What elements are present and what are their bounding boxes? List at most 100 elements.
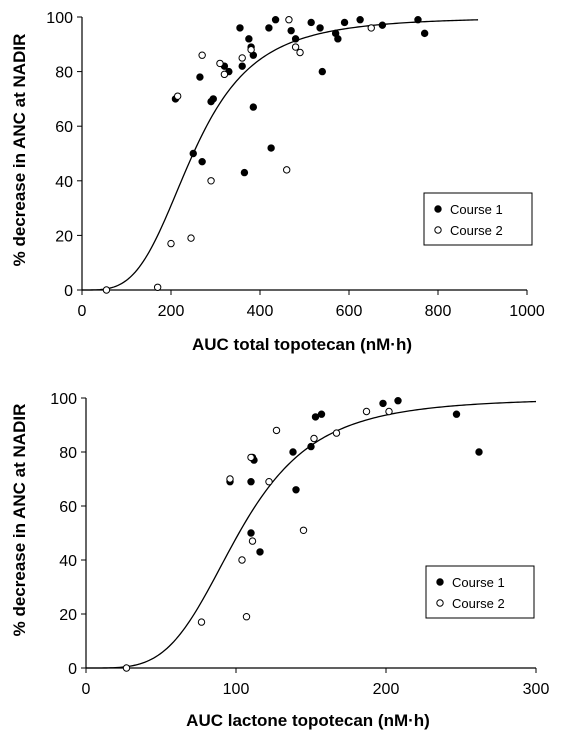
x-tick-label: 200 (373, 681, 400, 698)
data-point-course-1 (316, 24, 324, 32)
data-point-course-1 (238, 62, 246, 70)
data-point-course-2 (296, 48, 304, 57)
y-tick-label: 20 (55, 228, 73, 245)
data-point-course-1 (318, 67, 326, 76)
legend: Course 1 Course 2 (423, 192, 533, 246)
legend-label-course-2: Course 2 (450, 223, 503, 238)
data-point-course-1 (394, 397, 402, 405)
data-point-course-1 (307, 442, 315, 451)
data-point-course-2 (197, 618, 206, 626)
x-axis-label: AUC lactone topotecan (nM·h) (186, 711, 430, 730)
data-point-course-2 (207, 177, 215, 185)
data-point-course-1 (291, 35, 300, 43)
x-tick-label: 600 (336, 303, 363, 320)
data-point-course-2 (242, 613, 251, 621)
data-point-course-2 (153, 283, 162, 291)
legend-label-course-1: Course 1 (450, 202, 503, 217)
data-point-course-1 (245, 35, 253, 43)
data-point-course-1 (196, 73, 204, 81)
data-point-course-1 (379, 399, 387, 408)
data-point-course-2 (247, 46, 255, 54)
data-point-course-1 (317, 410, 326, 418)
y-tick-label: 60 (59, 499, 77, 516)
x-tick-label: 400 (247, 303, 274, 320)
fitted-curve (86, 400, 537, 669)
data-point-course-2 (167, 239, 175, 248)
plot-area: 0 20 40 60 80 100 0 100 200 300 (50, 391, 549, 698)
chart-lactone-topotecan: 0 20 40 60 80 100 0 100 200 300 AUC lactone topot… (10, 391, 549, 730)
y-axis-label: % decrease in ANC at NADIR (10, 404, 29, 637)
y-tick-label: 40 (55, 174, 73, 191)
data-point-course-1 (249, 103, 258, 111)
y-tick-label: 20 (59, 607, 77, 624)
y-tick-label: 40 (59, 553, 77, 570)
data-point-course-1 (289, 448, 297, 456)
data-point-course-2 (265, 478, 273, 486)
fitted-curve (82, 19, 479, 291)
data-point-course-2 (332, 429, 341, 437)
data-point-course-1 (267, 144, 275, 152)
y-tick-label: 80 (55, 65, 73, 82)
data-point-course-2 (122, 664, 131, 672)
data-point-course-1 (378, 21, 387, 29)
legend: Course 1 Course 2 (425, 565, 535, 619)
data-point-course-2 (216, 59, 224, 68)
legend-marker-course-2 (436, 599, 444, 607)
data-point-course-1 (311, 413, 320, 421)
data-point-course-1 (247, 529, 255, 537)
y-tick-label: 100 (50, 391, 77, 408)
data-point-course-1 (414, 16, 422, 24)
data-point-course-2 (102, 286, 111, 294)
data-point-course-2 (299, 526, 308, 535)
y-tick-label: 80 (59, 445, 77, 462)
y-tick-label: 0 (64, 283, 73, 300)
x-tick-label: 0 (78, 303, 87, 320)
y-tick-label: 0 (68, 661, 77, 678)
data-point-course-2 (173, 92, 182, 100)
x-tick-label: 800 (425, 303, 452, 320)
data-point-course-1 (240, 168, 249, 177)
data-point-course-2 (283, 166, 291, 174)
data-point-course-2 (285, 16, 293, 24)
data-point-course-1 (265, 24, 273, 32)
data-point-course-2 (198, 51, 206, 59)
data-point-course-2 (187, 234, 195, 242)
data-point-course-2 (226, 475, 234, 483)
legend-label-course-2: Course 2 (452, 596, 505, 611)
data-point-course-1 (475, 448, 483, 456)
data-point-course-2 (248, 537, 257, 545)
data-point-course-1 (247, 478, 255, 486)
legend-box (425, 565, 535, 619)
x-tick-label: 100 (223, 681, 250, 698)
data-point-course-1 (287, 26, 295, 35)
x-tick-label: 200 (158, 303, 185, 320)
legend-marker-course-2 (434, 226, 442, 234)
data-point-course-1 (334, 35, 342, 43)
data-point-course-2 (272, 426, 281, 435)
x-tick-label: 300 (523, 681, 550, 698)
data-point-course-2 (247, 453, 255, 462)
data-point-course-1 (356, 16, 364, 24)
y-tick-label: 100 (46, 10, 73, 27)
x-tick-label: 0 (82, 681, 91, 698)
data-point-course-2 (238, 54, 246, 62)
data-point-course-1 (420, 29, 429, 38)
legend-marker-course-1 (434, 205, 442, 213)
data-point-course-1 (236, 24, 244, 32)
data-point-course-2 (238, 556, 246, 564)
data-point-course-1 (340, 18, 349, 27)
x-axis-label: AUC total topotecan (nM·h) (192, 335, 412, 354)
x-tick-label: 1000 (509, 303, 545, 320)
data-point-course-1 (452, 410, 461, 418)
y-axis-label: % decrease in ANC at NADIR (10, 34, 29, 267)
legend-label-course-1: Course 1 (452, 575, 505, 590)
y-tick-label: 60 (55, 119, 73, 136)
legend-marker-course-1 (436, 578, 444, 586)
data-point-course-1 (271, 16, 280, 24)
legend-box (423, 192, 533, 246)
data-point-course-2 (385, 407, 393, 416)
data-point-course-2 (220, 70, 229, 79)
data-point-course-2 (362, 407, 371, 416)
